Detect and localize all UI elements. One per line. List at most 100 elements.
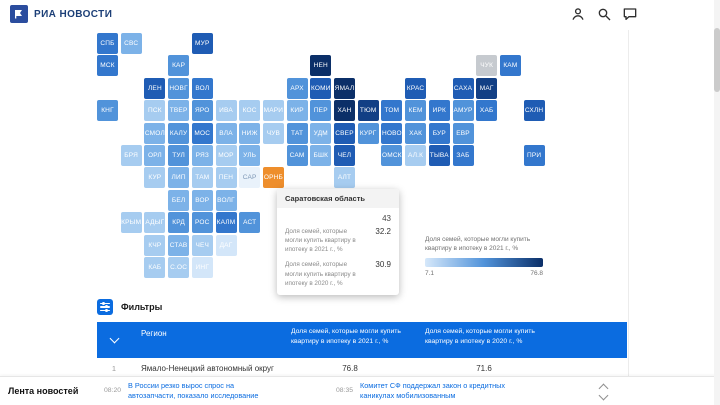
column-header-region[interactable]: Регион <box>141 329 167 338</box>
map-tile-ИВА[interactable]: ИВА <box>215 100 237 122</box>
map-tile-САХА[interactable]: САХА <box>452 77 474 99</box>
news-link[interactable]: В России резко вырос спрос на автозапчас… <box>128 381 259 400</box>
top-bar: РИА НОВОСТИ <box>0 0 720 28</box>
map-tile-УЛЬ[interactable]: УЛЬ <box>239 145 261 166</box>
map-tile-БШК[interactable]: БШК <box>310 145 332 166</box>
map-tile-АДЫГ[interactable]: АДЫГ <box>144 212 166 234</box>
map-tile-АЛ.К[interactable]: АЛ.К <box>405 145 427 166</box>
map-tile-ИНГ[interactable]: ИНГ <box>191 257 213 278</box>
map-tile-ЛИП[interactable]: ЛИП <box>168 167 190 189</box>
map-tile-ДАГ[interactable]: ДАГ <box>215 234 237 256</box>
map-tile-САМ[interactable]: САМ <box>286 145 308 166</box>
map-tile-НОВГ[interactable]: НОВГ <box>168 77 190 99</box>
map-tile-ТВЕР[interactable]: ТВЕР <box>168 100 190 122</box>
map-tile-НЕН[interactable]: НЕН <box>310 55 332 77</box>
map-tile-ЗАБ[interactable]: ЗАБ <box>452 145 474 166</box>
map-tile-КРД[interactable]: КРД <box>168 212 190 234</box>
news-link[interactable]: Комитет СФ поддержал закон о кредитных к… <box>360 381 506 400</box>
map-tile-ЛЕН[interactable]: ЛЕН <box>144 77 166 99</box>
map-tile-ХАБ[interactable]: ХАБ <box>476 100 498 122</box>
map-tile-АЛТ[interactable]: АЛТ <box>334 167 355 189</box>
column-header-2021[interactable]: Доля семей, которые могли купить квартир… <box>291 328 401 345</box>
map-tile-ПЕН[interactable]: ПЕН <box>215 167 237 189</box>
map-tile-НОВО[interactable]: НОВО <box>381 122 403 144</box>
map-tile-ХАК[interactable]: ХАК <box>405 122 427 144</box>
map-tile-ЯРО[interactable]: ЯРО <box>191 100 213 122</box>
map-tile-КОМИ[interactable]: КОМИ <box>310 77 332 99</box>
map-tile-ЕВР[interactable]: ЕВР <box>452 122 474 144</box>
map-tile-СТАВ[interactable]: СТАВ <box>168 234 190 256</box>
map-tile-ИРК[interactable]: ИРК <box>428 100 450 122</box>
map-tile-МСК[interactable]: МСК <box>97 55 118 77</box>
map-tile-ЧУВ[interactable]: ЧУВ <box>262 122 284 144</box>
map-tile-КИР[interactable]: КИР <box>286 100 308 122</box>
map-tile-ОРЛ[interactable]: ОРЛ <box>144 145 166 166</box>
map-tile-КРЫМ[interactable]: КРЫМ <box>120 212 142 234</box>
map-tile-БУР[interactable]: БУР <box>428 122 450 144</box>
map-tile-ЯМАЛ[interactable]: ЯМАЛ <box>334 77 355 99</box>
map-tile-КЧР[interactable]: КЧР <box>144 234 166 256</box>
map-tile-ВЛА[interactable]: ВЛА <box>215 122 237 144</box>
map-tile-ТАТ[interactable]: ТАТ <box>286 122 308 144</box>
map-tile-ЧУК[interactable]: ЧУК <box>476 55 498 77</box>
map-tile-МОР[interactable]: МОР <box>215 145 237 166</box>
comments-icon[interactable] <box>622 6 638 22</box>
map-tile-ЧЕЧ[interactable]: ЧЕЧ <box>191 234 213 256</box>
map-tile-РОС[interactable]: РОС <box>191 212 213 234</box>
filters-toggle[interactable]: Фильтры <box>97 299 162 315</box>
map-tile-КРАС[interactable]: КРАС <box>405 77 427 99</box>
map-tile-БРЯ[interactable]: БРЯ <box>120 145 142 166</box>
map-tile-ПРИ[interactable]: ПРИ <box>523 145 545 166</box>
map-tile-ТЮМ[interactable]: ТЮМ <box>357 100 379 122</box>
map-tile-КОС[interactable]: КОС <box>239 100 261 122</box>
map-tile-КЕМ[interactable]: КЕМ <box>405 100 427 122</box>
map-tile-МАГ[interactable]: МАГ <box>476 77 498 99</box>
map-tile-САР[interactable]: САР <box>239 167 261 189</box>
map-tile-ОМСК[interactable]: ОМСК <box>381 145 403 166</box>
map-tile-КАЛУ[interactable]: КАЛУ <box>168 122 190 144</box>
map-tile-АСТ[interactable]: АСТ <box>239 212 261 234</box>
map-tile-АМУР[interactable]: АМУР <box>452 100 474 122</box>
legend-gradient-bar <box>425 257 543 267</box>
map-tile-ВОЛ[interactable]: ВОЛ <box>191 77 213 99</box>
map-tile-ТАМ[interactable]: ТАМ <box>191 167 213 189</box>
map-tile-МАРИ[interactable]: МАРИ <box>262 100 284 122</box>
map-tile-КАМ[interactable]: КАМ <box>499 55 521 77</box>
map-tile-КАБ[interactable]: КАБ <box>144 257 166 278</box>
map-tile-ТОМ[interactable]: ТОМ <box>381 100 403 122</box>
map-tile-СМОЛ[interactable]: СМОЛ <box>144 122 166 144</box>
map-tile-ПЕР[interactable]: ПЕР <box>310 100 332 122</box>
map-tile-ВОЛГ[interactable]: ВОЛГ <box>215 189 237 211</box>
map-tile-ПСК[interactable]: ПСК <box>144 100 166 122</box>
map-tile-ВОР[interactable]: ВОР <box>191 189 213 211</box>
map-tile-ХАН[interactable]: ХАН <box>334 100 355 122</box>
map-tile-СПБ[interactable]: СПБ <box>97 33 118 54</box>
map-tile-СХЛН[interactable]: СХЛН <box>523 100 545 122</box>
map-tile-ТЫВА[interactable]: ТЫВА <box>428 145 450 166</box>
map-tile-СВЕР[interactable]: СВЕР <box>334 122 355 144</box>
map-tile-АРХ[interactable]: АРХ <box>286 77 308 99</box>
map-tile-МОС[interactable]: МОС <box>191 122 213 144</box>
map-tile-КУР[interactable]: КУР <box>144 167 166 189</box>
map-tile-РЯЗ[interactable]: РЯЗ <box>191 145 213 166</box>
ria-logo[interactable]: РИА НОВОСТИ <box>10 5 112 23</box>
scrollbar-thumb[interactable] <box>714 28 720 92</box>
map-tile-КНГ[interactable]: КНГ <box>97 100 118 122</box>
map-tile-МУР[interactable]: МУР <box>191 33 213 54</box>
map-tile-ОРНБ[interactable]: ОРНБ <box>262 167 284 189</box>
search-icon[interactable] <box>596 6 612 22</box>
map-tile-БЕЛ[interactable]: БЕЛ <box>168 189 190 211</box>
map-tile-НИЖ[interactable]: НИЖ <box>239 122 261 144</box>
map-tile-КУРГ[interactable]: КУРГ <box>357 122 379 144</box>
map-tile-КАЛМ[interactable]: КАЛМ <box>215 212 237 234</box>
ticker-down-icon[interactable] <box>598 390 609 401</box>
map-tile-СВС[interactable]: СВС <box>120 33 142 54</box>
user-icon[interactable] <box>570 6 586 22</box>
map-tile-КАР[interactable]: КАР <box>168 55 190 77</box>
map-tile-ЧЕЛ[interactable]: ЧЕЛ <box>334 145 355 166</box>
map-tile-УДМ[interactable]: УДМ <box>310 122 332 144</box>
column-header-2020[interactable]: Доля семей, которые могли купить квартир… <box>425 328 535 345</box>
table-expand-button[interactable] <box>97 322 131 358</box>
map-tile-С.ОС[interactable]: С.ОС <box>168 257 190 278</box>
map-tile-ТУЛ[interactable]: ТУЛ <box>168 145 190 166</box>
